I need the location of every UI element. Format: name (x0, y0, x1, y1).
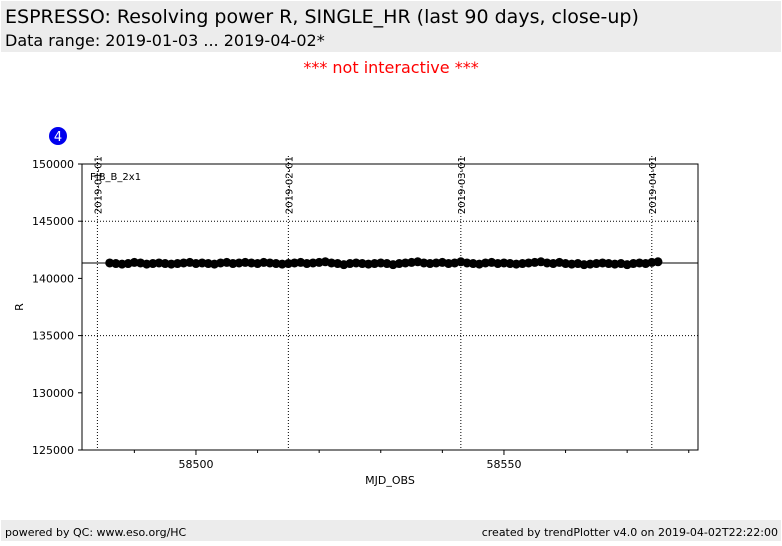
x-tick-label: 58500 (178, 458, 213, 471)
notice: *** not interactive *** (303, 58, 478, 77)
footer-right: created by trendPlotter v4.0 on 2019-04-… (482, 526, 778, 539)
y-axis-label: R (13, 303, 26, 311)
x-axis-label: MJD_OBS (365, 474, 415, 487)
badge-circle (49, 127, 67, 145)
y-tick-label: 125000 (32, 444, 74, 457)
date-marker-label: 2019-01-01 (93, 156, 104, 214)
footer-band (1, 520, 781, 541)
annotation: FIB_B_2x1 (90, 172, 141, 183)
y-tick-label: 130000 (32, 387, 74, 400)
header-band (1, 1, 781, 52)
footer-left: powered by QC: www.eso.org/HC (5, 526, 187, 539)
y-tick-label: 135000 (32, 330, 74, 343)
date-marker-label: 2019-02-01 (284, 156, 295, 214)
title: ESPRESSO: Resolving power R, SINGLE_HR (… (5, 6, 639, 28)
subtitle: Data range: 2019-01-03 ... 2019-04-02* (5, 31, 325, 50)
plot: 2019-01-01 2019-02-01 2019-03-01 2019-04-01… (13, 156, 699, 487)
badge: 4 (54, 130, 62, 145)
y-tick-label: 145000 (32, 215, 74, 228)
date-marker-label: 2019-04-01 (648, 156, 659, 214)
y-tick-label: 150000 (32, 158, 74, 171)
point (653, 257, 663, 267)
date-marker-label: 2019-03-01 (457, 156, 468, 214)
plot-frame (81, 163, 699, 451)
y-tick-label: 140000 (32, 272, 74, 285)
x-tick-label: 58550 (486, 458, 521, 471)
